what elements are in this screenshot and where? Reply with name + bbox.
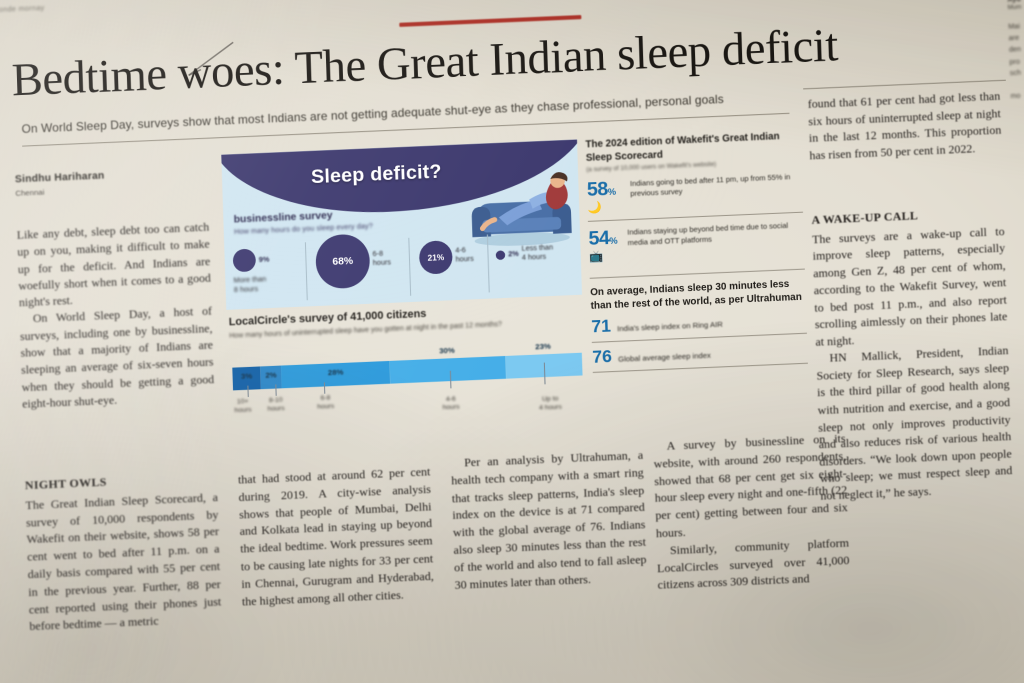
segment-percent: 30%: [439, 345, 455, 356]
bubble-label-less-than-4-hours: Less than 4 hours: [521, 244, 554, 262]
bubble-divider-3: [486, 234, 490, 293]
stat-description: Indians going to bed after 11 pm, up fro…: [629, 171, 791, 199]
col5-top-para: found that 61 per cent had got less than…: [807, 90, 1002, 163]
wakefit-stat-54: 54% 📺 Indians staying up beyond bed time…: [588, 220, 804, 264]
wakefit-stat-58: 58% 🌙 Indians going to bed after 11 pm, …: [586, 171, 803, 215]
segment-percent: 23%: [535, 341, 551, 352]
pen-tick-mark: [186, 40, 241, 77]
axis-label-10plus: 10+ hours: [234, 398, 252, 415]
article-column-1-lower: NIGHT OWLS The Great Indian Sleep Scorec…: [25, 470, 222, 637]
night-owls-para: The Great Indian Sleep Scorecard, a surv…: [25, 490, 222, 634]
bubble-divider-2: [408, 237, 412, 296]
infographic-right: The 2024 edition of Wakefit's Great Indi…: [585, 130, 809, 424]
edge-subtitle: Mum: [1007, 4, 1022, 12]
bubble-percent: 9%: [258, 255, 270, 264]
axis-label-4-6: 4-6 hours: [442, 395, 460, 412]
edge-column: Ayu Mum Mai are den pro sch mo: [1007, 0, 1024, 103]
moon-icon: 🌙: [587, 201, 602, 215]
edge-body: Mai are den pro sch mo: [1008, 23, 1022, 101]
col3-para: Per an analysis by Ultrahuman, a health …: [451, 448, 647, 592]
ultrahuman-number: 71: [591, 316, 612, 337]
segment-percent: 3%: [240, 370, 253, 381]
stat-number: 58%: [586, 178, 616, 202]
segment-percent: 28%: [327, 367, 344, 378]
axis-label-8-10: 8-10 hours: [267, 396, 285, 413]
bubble-percent: 2%: [508, 251, 519, 259]
col5-para-1: The surveys are a wake-up call to improv…: [811, 225, 1008, 349]
axis-label-6-8: 6-8 hours: [317, 394, 335, 411]
bubble-less-than-4-hours: 2% Less than 4 hours: [495, 244, 554, 265]
television-icon: 📺: [588, 250, 604, 264]
bubble-dot: [232, 248, 257, 273]
col2-para: that had stood at around 62 per cent dur…: [237, 464, 434, 609]
bl-survey-source: businessline survey: [233, 210, 333, 226]
ultrahuman-label: India's sleep index on Ring AIR: [617, 319, 723, 334]
stat-description: Indians staying up beyond bed time due t…: [627, 220, 789, 248]
lede-para-1: Like any debt, sleep debt too can catch …: [16, 221, 211, 310]
topright-rule: [803, 79, 1006, 90]
person-on-sofa-illustration: [466, 167, 576, 248]
col4-para-2: Similarly, community platform LocalCircl…: [656, 535, 850, 593]
bubble-dot: 68%: [315, 233, 371, 290]
red-rule: [399, 14, 582, 27]
bar-segment-8-10: 2%: [260, 365, 282, 390]
ultrahuman-heading: On average, Indians sleep 30 minutes les…: [590, 278, 802, 313]
lede-para-2: On World Sleep Day, a host of surveys, i…: [19, 305, 215, 411]
sleep-hours-bubbles: 9% More than 8 hours 68% 6-8 hours 21% 4…: [230, 229, 580, 308]
article-column-5-top: found that 61 per cent had got less than…: [808, 88, 1003, 165]
infographic-panel: Sleep deficit?: [221, 130, 809, 439]
ultrahuman-number: 76: [591, 346, 613, 367]
segment-percent: 2%: [265, 369, 277, 380]
bubble-label-6-8-hours: 6-8 hours: [372, 250, 392, 268]
article-column-5-rest: A WAKE-UP CALL The surveys are a wake-up…: [811, 204, 1013, 505]
bubble-4-6-hours: 21% 4-6 hours: [418, 239, 474, 275]
bubble-more-than-8-hours: 9%: [232, 248, 270, 273]
article-column-2: that had stood at around 62 per cent dur…: [238, 464, 435, 611]
article-column-3: Per an analysis by Ultrahuman, a health …: [451, 447, 648, 594]
bubble-dot: [495, 250, 506, 261]
stat-number: 54%: [588, 227, 618, 250]
byline: Sindhu Hariharan Chennai: [15, 166, 202, 198]
bubble-divider-1: [304, 242, 308, 301]
infographic-left: Sleep deficit?: [221, 139, 586, 439]
bubble-6-8-hours: 68% 6-8 hours: [315, 232, 392, 290]
axis-label-upto-4: Up to 4 hours: [538, 395, 562, 412]
col5-para-2: HN Mallick, President, Indian Society fo…: [816, 345, 1013, 503]
sleep-deficit-card: Sleep deficit?: [221, 139, 583, 310]
bubble-label-4-6-hours: 4-6 hours: [455, 247, 474, 264]
ultrahuman-row-76: 76 Global average sleep index: [592, 339, 808, 366]
ultrahuman-label: Global average sleep index: [618, 350, 711, 364]
bubble-dot: 21%: [418, 240, 453, 275]
ultrahuman-row-71: 71 India's sleep index on Ring AIR: [591, 309, 807, 336]
article-column-1: Like any debt, sleep debt too can catch …: [17, 219, 215, 413]
bubble-label-more-than-8-hours: More than 8 hours: [233, 276, 267, 295]
